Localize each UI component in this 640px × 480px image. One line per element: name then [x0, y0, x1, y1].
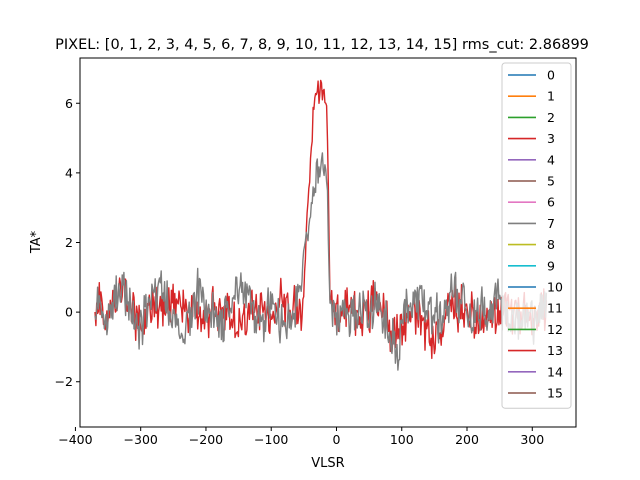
legend-label-6: 6 [547, 195, 555, 210]
x-tick-label: −200 [189, 432, 223, 447]
x-tick-label: −100 [254, 432, 288, 447]
x-tick-label: 100 [390, 432, 414, 447]
legend-label-8: 8 [547, 237, 555, 252]
legend-label-10: 10 [547, 280, 563, 295]
legend-label-11: 11 [547, 301, 563, 316]
x-tick-label: 200 [455, 432, 479, 447]
x-tick-label: 300 [520, 432, 544, 447]
x-tick-label: −400 [58, 432, 92, 447]
x-axis: −400 −300 −200 −100 0 100 200 300 [58, 427, 544, 447]
series-layer [94, 79, 548, 371]
x-tick-label: −300 [124, 432, 158, 447]
legend-label-5: 5 [547, 174, 555, 189]
y-tick-label: 2 [65, 235, 73, 250]
series-line-7 [94, 152, 548, 371]
chart-title: PIXEL: [0, 1, 2, 3, 4, 5, 6, 7, 8, 9, 10… [55, 37, 589, 53]
y-tick-label: 0 [65, 305, 73, 320]
x-tick-label: 0 [333, 432, 341, 447]
legend-label-7: 7 [547, 216, 555, 231]
legend-label-1: 1 [547, 89, 555, 104]
y-axis-label: TA* [29, 230, 44, 254]
legend-label-0: 0 [547, 68, 555, 83]
y-tick-label: 4 [65, 165, 73, 180]
x-axis-label: VLSR [311, 456, 344, 471]
legend-label-2: 2 [547, 110, 555, 125]
legend-label-14: 14 [547, 364, 563, 379]
legend-label-15: 15 [547, 386, 563, 401]
y-tick-label: 6 [65, 96, 73, 111]
legend-label-12: 12 [547, 322, 563, 337]
y-axis: −2 0 2 4 6 [55, 96, 80, 389]
y-tick-label: −2 [55, 374, 73, 389]
legend-label-9: 9 [547, 258, 555, 273]
legend-label-3: 3 [547, 131, 555, 146]
legend-label-13: 13 [547, 343, 563, 358]
legend-label-4: 4 [547, 152, 555, 167]
legend-box [501, 62, 572, 409]
